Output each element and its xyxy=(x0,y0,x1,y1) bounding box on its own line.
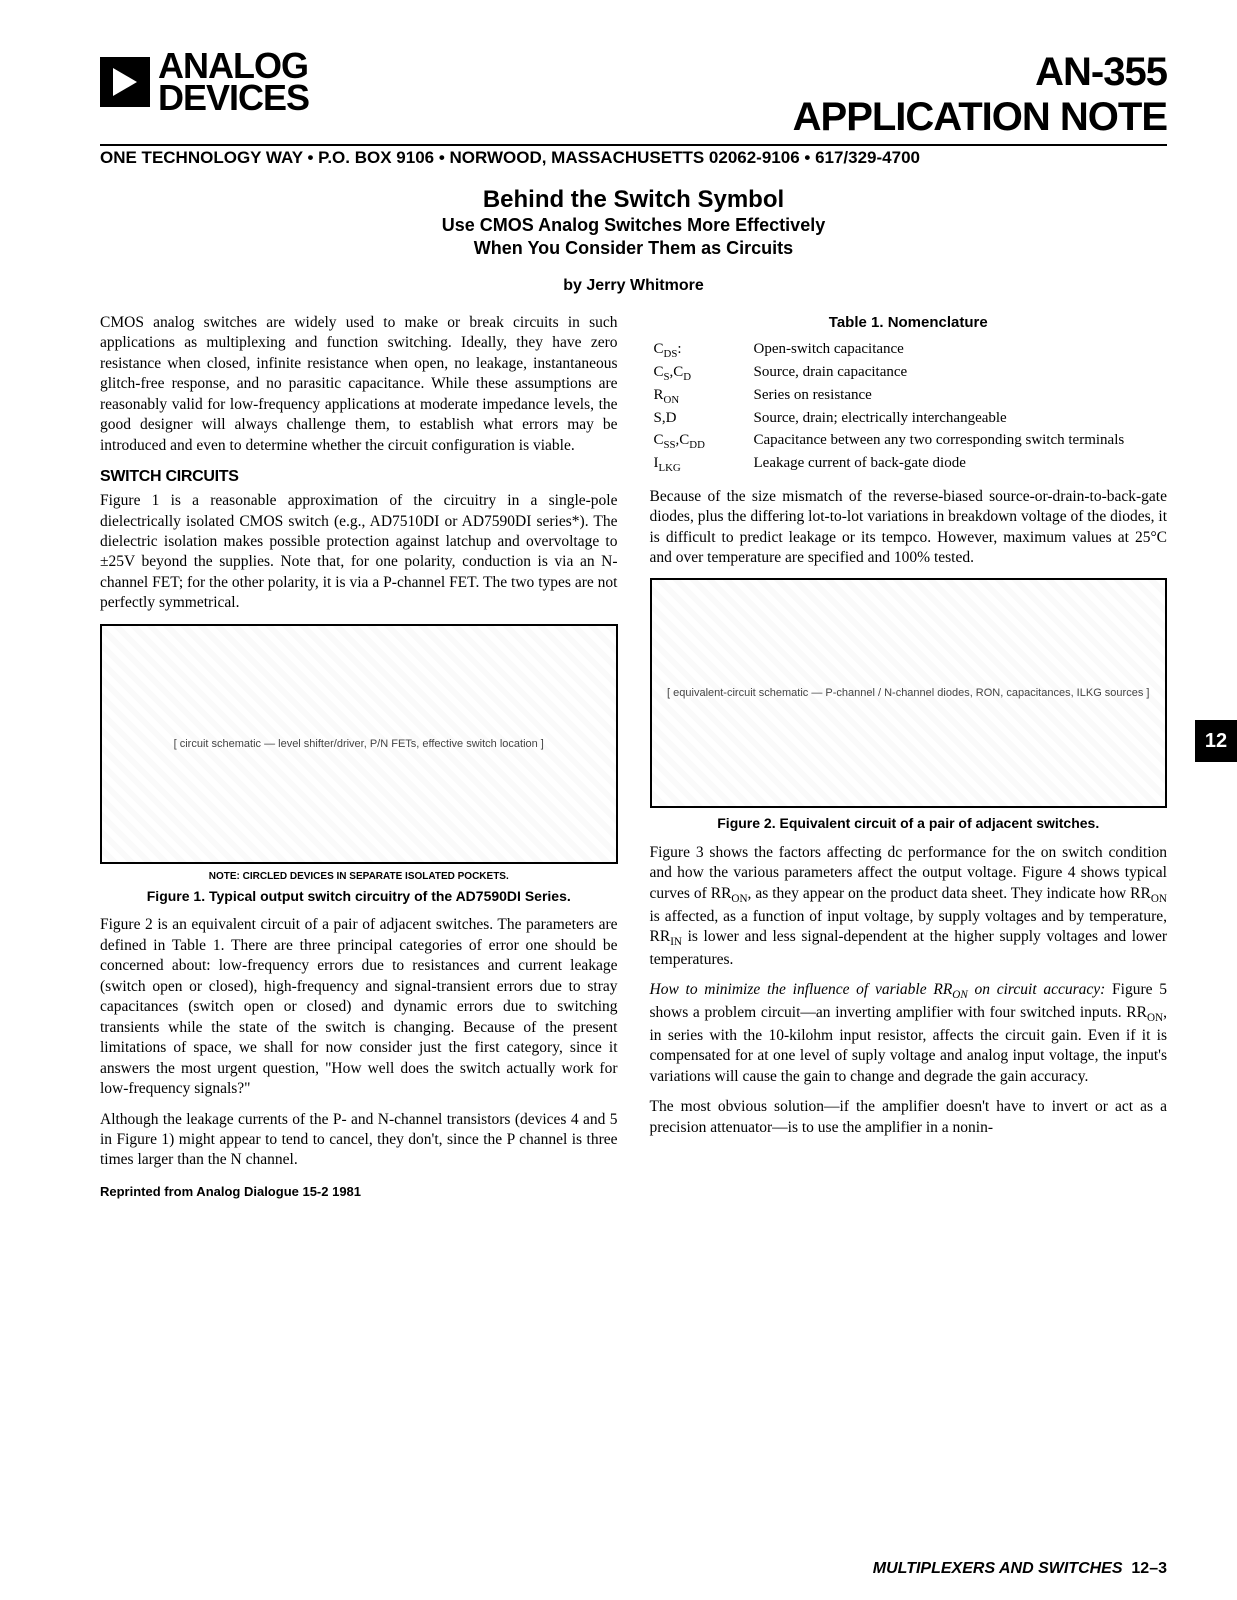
brand: ANALOG DEVICES xyxy=(100,50,309,115)
definition-cell: Capacitance between any two correspondin… xyxy=(750,430,1168,453)
title-block: Behind the Switch Symbol Use CMOS Analog… xyxy=(100,186,1167,261)
switch-circuits-p2: Figure 2 is an equivalent circuit of a p… xyxy=(100,915,618,1099)
figure-1-schematic: [ circuit schematic — level shifter/driv… xyxy=(100,624,618,864)
brand-line2: DEVICES xyxy=(158,82,309,114)
address-line: ONE TECHNOLOGY WAY • P.O. BOX 9106 • NOR… xyxy=(100,144,1167,168)
body-columns: CMOS analog switches are widely used to … xyxy=(100,313,1167,1200)
table-row: CSS,CDDCapacitance between any two corre… xyxy=(650,430,1168,453)
footer: MULTIPLEXERS AND SWITCHES 12–3 xyxy=(873,1560,1167,1578)
intro-paragraph: CMOS analog switches are widely used to … xyxy=(100,313,618,456)
header: ANALOG DEVICES AN-355 APPLICATION NOTE xyxy=(100,50,1167,140)
left-column: CMOS analog switches are widely used to … xyxy=(100,313,618,1200)
table-row: RONSeries on resistance xyxy=(650,385,1168,408)
table-row: ILKGLeakage current of back-gate diode xyxy=(650,453,1168,476)
definition-cell: Open-switch capacitance xyxy=(750,339,1168,362)
table-1-title: Table 1. Nomenclature xyxy=(650,313,1168,333)
title-sub2: When You Consider Them as Circuits xyxy=(100,237,1167,260)
switch-circuits-p1: Figure 1 is a reasonable approximation o… xyxy=(100,491,618,614)
symbol-cell: CSS,CDD xyxy=(650,430,750,453)
right-p1: Because of the size mismatch of the reve… xyxy=(650,487,1168,569)
right-column: Table 1. Nomenclature CDS:Open-switch ca… xyxy=(650,313,1168,1200)
footer-page: 12–3 xyxy=(1131,1560,1167,1577)
footer-section: MULTIPLEXERS AND SWITCHES xyxy=(873,1560,1123,1577)
title-main: Behind the Switch Symbol xyxy=(100,186,1167,214)
figure-1-note: NOTE: CIRCLED DEVICES IN SEPARATE ISOLAT… xyxy=(100,870,618,883)
definition-cell: Series on resistance xyxy=(750,385,1168,408)
symbol-cell: S,D xyxy=(650,408,750,430)
definition-cell: Leakage current of back-gate diode xyxy=(750,453,1168,476)
definition-cell: Source, drain capacitance xyxy=(750,362,1168,385)
reprint-note: Reprinted from Analog Dialogue 15-2 1981 xyxy=(100,1183,618,1200)
figure-1-caption: Figure 1. Typical output switch circuitr… xyxy=(100,887,618,905)
symbol-cell: CDS: xyxy=(650,339,750,362)
symbol-cell: ILKG xyxy=(650,453,750,476)
right-p2: Figure 3 shows the factors affecting dc … xyxy=(650,843,1168,970)
section-tab: 12 xyxy=(1195,720,1237,762)
right-p4: The most obvious solution—if the amplifi… xyxy=(650,1097,1168,1138)
section-heading-switch-circuits: SWITCH CIRCUITS xyxy=(100,466,618,487)
switch-circuits-p3: Although the leakage currents of the P- … xyxy=(100,1110,618,1171)
table-row: CS,CDSource, drain capacitance xyxy=(650,362,1168,385)
byline: by Jerry Whitmore xyxy=(100,277,1167,295)
brand-name: ANALOG DEVICES xyxy=(158,50,309,115)
nomenclature-table: CDS:Open-switch capacitanceCS,CDSource, … xyxy=(650,339,1168,477)
table-row: S,DSource, drain; electrically interchan… xyxy=(650,408,1168,430)
figure-2-caption: Figure 2. Equivalent circuit of a pair o… xyxy=(650,814,1168,832)
right-p3: How to minimize the influence of variabl… xyxy=(650,980,1168,1087)
doc-type: APPLICATION NOTE xyxy=(793,95,1167,140)
doc-number: AN-355 xyxy=(793,50,1167,95)
definition-cell: Source, drain; electrically interchangea… xyxy=(750,408,1168,430)
brand-logo-icon xyxy=(100,57,150,107)
figure-2-schematic: [ equivalent-circuit schematic — P-chann… xyxy=(650,578,1168,808)
symbol-cell: CS,CD xyxy=(650,362,750,385)
title-sub1: Use CMOS Analog Switches More Effectivel… xyxy=(100,214,1167,237)
symbol-cell: RON xyxy=(650,385,750,408)
doc-id: AN-355 APPLICATION NOTE xyxy=(793,50,1167,140)
table-row: CDS:Open-switch capacitance xyxy=(650,339,1168,362)
